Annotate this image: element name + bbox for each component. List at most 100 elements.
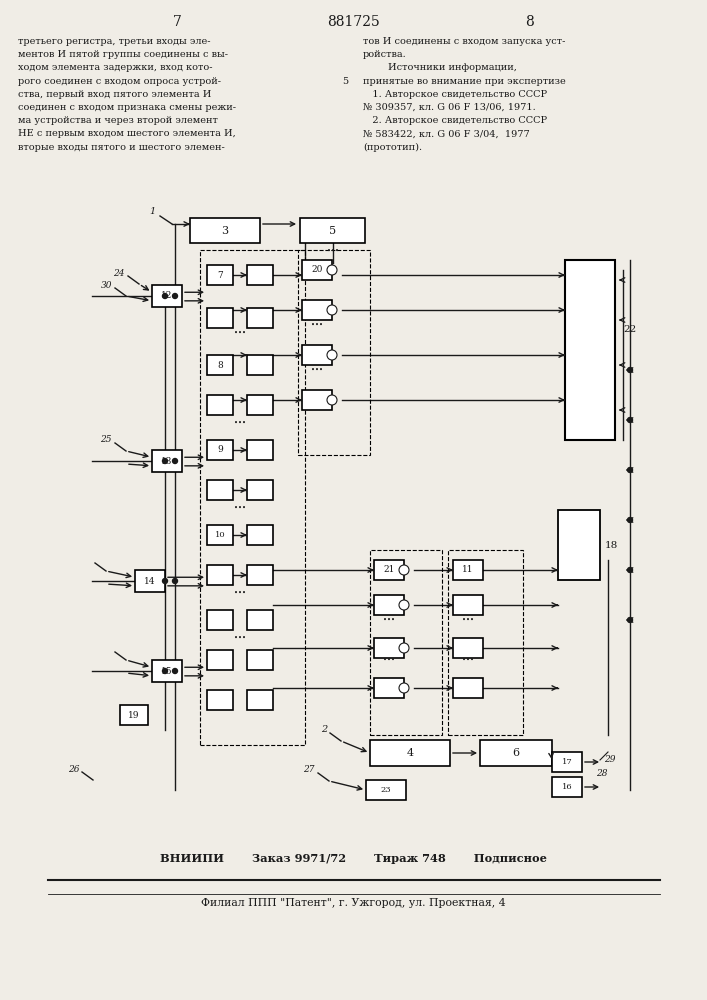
Text: 6: 6 <box>513 748 520 758</box>
Bar <box>247 525 273 545</box>
Circle shape <box>628 617 633 622</box>
Bar <box>207 565 233 585</box>
Text: соединен с входом признака смены режи-: соединен с входом признака смены режи- <box>18 103 236 112</box>
Text: 8: 8 <box>525 15 534 29</box>
Bar <box>207 395 233 415</box>
Bar <box>152 450 182 472</box>
Circle shape <box>327 350 337 360</box>
Bar <box>247 565 273 585</box>
Bar <box>207 480 233 500</box>
Bar <box>453 678 483 698</box>
Circle shape <box>173 578 177 584</box>
Bar <box>366 780 406 800</box>
Bar <box>302 390 332 410</box>
Text: •••: ••• <box>234 634 246 642</box>
Text: •••: ••• <box>311 321 323 329</box>
Text: 5: 5 <box>342 77 348 86</box>
Circle shape <box>327 305 337 315</box>
Circle shape <box>399 600 409 610</box>
Bar <box>448 550 523 735</box>
Text: ройства.: ройства. <box>363 50 407 59</box>
Bar <box>207 355 233 375</box>
Text: 4: 4 <box>407 748 414 758</box>
Bar <box>207 610 233 630</box>
Text: 28: 28 <box>596 770 607 778</box>
Text: 10: 10 <box>215 531 226 539</box>
Bar <box>552 777 582 797</box>
Circle shape <box>327 265 337 275</box>
Bar <box>207 308 233 328</box>
Circle shape <box>163 668 168 674</box>
Text: 14: 14 <box>144 576 156 585</box>
Text: 30: 30 <box>100 280 112 290</box>
Text: 27: 27 <box>303 766 315 774</box>
Circle shape <box>173 294 177 298</box>
Bar <box>247 610 273 630</box>
Text: •••: ••• <box>462 656 474 664</box>
Bar <box>370 550 442 735</box>
Text: •••: ••• <box>383 656 395 664</box>
Bar <box>302 345 332 365</box>
Text: № 583422, кл. G 06 F 3/04,  1977: № 583422, кл. G 06 F 3/04, 1977 <box>363 129 530 138</box>
Text: (прототип).: (прототип). <box>363 143 422 152</box>
Text: 22: 22 <box>623 326 636 334</box>
Text: •••: ••• <box>234 329 246 337</box>
Bar <box>453 595 483 615</box>
Bar <box>558 510 600 580</box>
Text: •••: ••• <box>234 504 246 512</box>
Text: 2: 2 <box>321 726 327 734</box>
Text: •••: ••• <box>383 616 395 624</box>
Bar <box>207 265 233 285</box>
Bar <box>247 395 273 415</box>
Text: НЕ с первым входом шестого элемента И,: НЕ с первым входом шестого элемента И, <box>18 129 235 138</box>
Text: 1. Авторское свидетельство СССР: 1. Авторское свидетельство СССР <box>363 90 547 99</box>
Circle shape <box>628 518 633 522</box>
Text: рого соединен с входом опроса устрой-: рого соединен с входом опроса устрой- <box>18 77 221 86</box>
Bar <box>190 218 260 243</box>
Text: 16: 16 <box>561 783 572 791</box>
Text: вторые входы пятого и шестого элемен-: вторые входы пятого и шестого элемен- <box>18 143 225 152</box>
Text: •••: ••• <box>462 616 474 624</box>
Text: 7: 7 <box>217 270 223 279</box>
Bar <box>302 300 332 320</box>
Text: 21: 21 <box>383 566 395 574</box>
Circle shape <box>628 568 633 572</box>
Bar <box>302 260 332 280</box>
Bar <box>247 650 273 670</box>
Bar <box>374 678 404 698</box>
Bar <box>247 480 273 500</box>
Bar <box>135 570 165 592</box>
Text: 26: 26 <box>69 764 80 774</box>
Text: 11: 11 <box>462 566 474 574</box>
Bar <box>552 752 582 772</box>
Text: 18: 18 <box>605 540 618 550</box>
Bar <box>374 638 404 658</box>
Circle shape <box>399 683 409 693</box>
Bar <box>374 560 404 580</box>
Bar <box>298 250 370 455</box>
Text: 15: 15 <box>161 666 173 676</box>
Circle shape <box>628 468 633 473</box>
Text: 13: 13 <box>161 456 173 466</box>
Bar <box>247 690 273 710</box>
Text: •••: ••• <box>234 419 246 427</box>
Bar <box>565 260 615 440</box>
Circle shape <box>628 418 633 422</box>
Bar <box>453 638 483 658</box>
Bar <box>152 660 182 682</box>
Circle shape <box>163 578 168 584</box>
Bar <box>247 440 273 460</box>
Text: 1: 1 <box>150 207 156 216</box>
Bar <box>480 740 552 766</box>
Bar <box>374 595 404 615</box>
Text: ментов И пятой группы соединены с вы-: ментов И пятой группы соединены с вы- <box>18 50 228 59</box>
Bar <box>200 250 305 745</box>
Bar <box>207 525 233 545</box>
Text: Источники информации,: Источники информации, <box>363 63 517 72</box>
Circle shape <box>173 668 177 674</box>
Text: 9: 9 <box>217 446 223 454</box>
Bar <box>370 740 450 766</box>
Bar <box>120 705 148 725</box>
Circle shape <box>327 395 337 405</box>
Circle shape <box>399 565 409 575</box>
